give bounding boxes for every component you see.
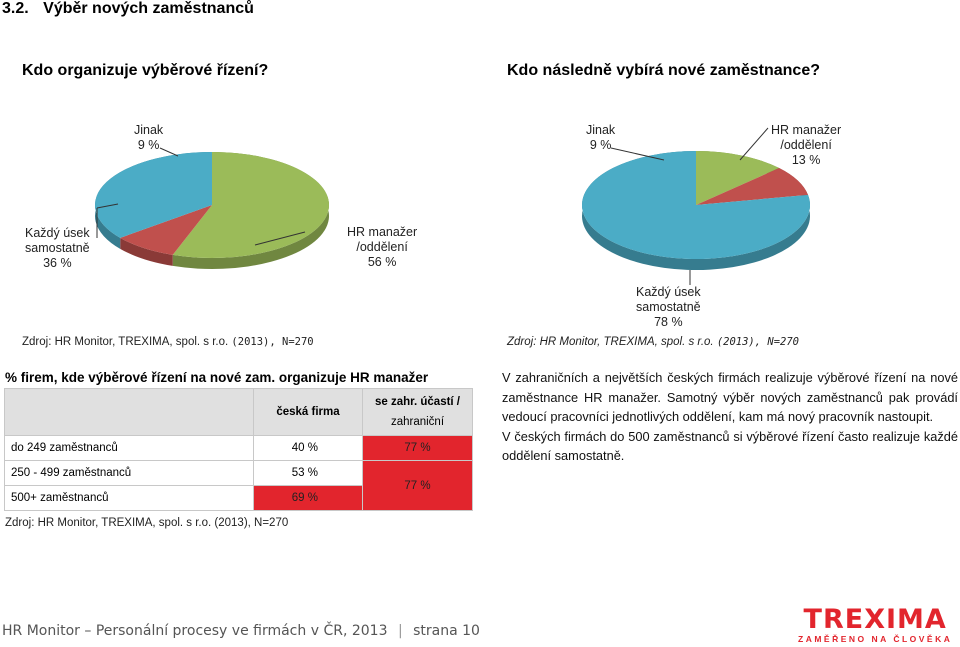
footer-publication: HR Monitor – Personální procesy ve firmá… (2, 623, 388, 639)
leader-line (739, 127, 769, 161)
logo-tagline: ZAMĚŘENO NA ČLOVĚKA (798, 634, 953, 644)
pie-charts (94, 127, 811, 285)
footer: HR Monitor – Personální procesy ve firmá… (2, 623, 480, 639)
section-title: Výběr nových zaměstnanců (43, 0, 254, 17)
left-label-kazdy-usek: Každý úsek samostatně 36 % (25, 226, 90, 270)
table-header-empty (4, 388, 254, 436)
right-label-jinak: Jinak 9 % (586, 123, 616, 152)
left-chart-source: Zdroj: HR Monitor, TREXIMA, spol. s r.o.… (22, 336, 314, 348)
pie-slice-ka-d-sek-samostatn- (582, 151, 811, 259)
section-number: 3.2. (2, 0, 29, 17)
table-title: % firem, kde výběrové řízení na nové zam… (5, 370, 429, 385)
right-label-kazdy-usek: Každý úsek samostatně 78 % (636, 285, 701, 329)
section-heading: 3.2. Výběr nových zaměstnanců (2, 0, 254, 18)
row-foreign: 77 % (362, 435, 473, 461)
row-label: 250 - 499 zaměstnanců (4, 460, 254, 486)
leader-line (254, 231, 306, 246)
left-label-hr-manazer: HR manažer/oddělení 56 % (347, 225, 418, 269)
right-pie (582, 151, 811, 270)
pie-slice-jinak (696, 168, 808, 205)
row-label: 500+ zaměstnanců (4, 485, 254, 511)
right-label-hr-manazer: HR manažer/oddělení 13 % (771, 123, 842, 167)
row-foreign-merged: 77 % (362, 460, 473, 511)
logo-wordmark: TREXIMA (803, 604, 947, 635)
footer-page: strana 10 (413, 623, 480, 639)
row-czech: 69 % (253, 485, 363, 511)
table-header-row: česká firma se zahr. účastí / zahraniční (4, 388, 473, 436)
paragraph-1: V zahraničních a největších českých firm… (502, 370, 958, 424)
table-header-foreign: se zahr. účastí / zahraniční (362, 388, 473, 436)
pie-slice-hr-mana-er-odd-len- (696, 151, 780, 205)
table-source: Zdroj: HR Monitor, TREXIMA, spol. s r.o.… (5, 517, 289, 529)
row-label: do 249 zaměstnanců (4, 435, 254, 461)
leader-line (159, 147, 179, 157)
table-row: do 249 zaměstnanců 40 % 77 % (4, 435, 473, 461)
pie-slice-side (120, 237, 173, 266)
left-pie (94, 152, 330, 269)
pie-slice-side (172, 152, 330, 269)
trexima-logo: TREXIMA ZAMĚŘENO NA ČLOVĚKA (798, 604, 953, 645)
right-chart-source: Zdroj: HR Monitor, TREXIMA, spol. s r.o.… (507, 336, 800, 348)
table-header-czech: česká firma (253, 388, 363, 436)
leader-line (96, 203, 119, 209)
row-czech: 53 % (253, 460, 363, 486)
right-chart-question: Kdo následně vybírá nové zaměstnance? (507, 62, 820, 79)
pie-slice-hr-mana-er-odd-len- (172, 152, 330, 258)
table-row: 250 - 499 zaměstnanců 53 % 77 % (4, 460, 473, 511)
pie-slice-jinak (120, 205, 212, 255)
table-row: 500+ zaměstnanců 69 % (4, 485, 473, 511)
left-chart-question: Kdo organizuje výběrové řízení? (22, 62, 269, 79)
pie-slice-ka-d-sek-samostatn- (95, 152, 212, 238)
leader-line (610, 147, 665, 161)
row-czech: 40 % (253, 435, 363, 461)
hr-manager-table: česká firma se zahr. účastí / zahraniční … (4, 388, 473, 511)
text-block: V zahraničních a největších českých firm… (502, 368, 958, 466)
left-label-jinak: Jinak 9 % (134, 123, 164, 152)
paragraph-2: V českých firmách do 500 zaměstnanců si … (502, 428, 958, 464)
